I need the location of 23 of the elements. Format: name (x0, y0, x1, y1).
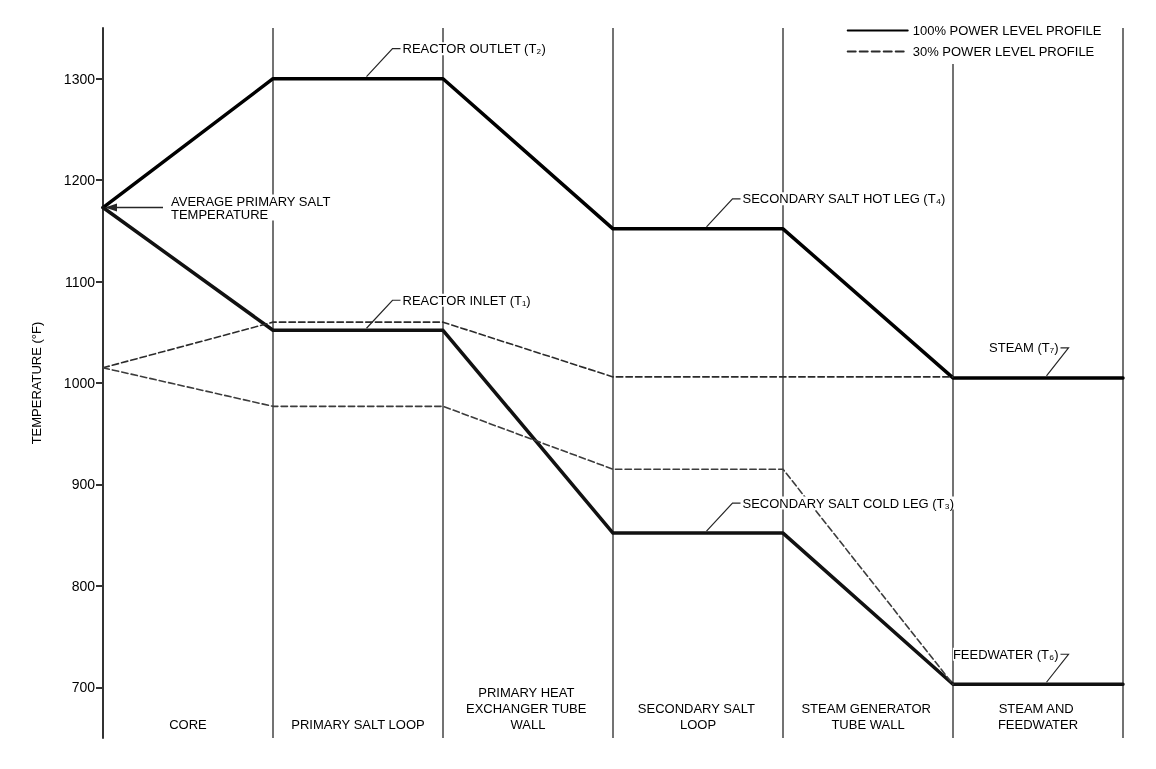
annotation: STEAM (T₇) (989, 340, 1059, 356)
annotation: REACTOR OUTLET (T₂) (402, 41, 546, 57)
y-tick-label: 800 (71, 577, 96, 594)
annotation: PRIMARY SALT LOOP (291, 716, 425, 732)
y-tick-label: 1000 (63, 375, 96, 391)
annotation: SECONDARY SALT COLD LEG (T₃) (742, 495, 955, 511)
annotation: STEAM GENERATOR TUBE WALL (801, 700, 935, 732)
legend-label: 30% POWER LEVEL PROFILE (912, 44, 1095, 59)
y-tick-label: 700 (71, 679, 96, 696)
annotation: FEEDWATER (T₆) (952, 646, 1059, 662)
y-tick-label: 900 (71, 476, 96, 493)
annotation: AVERAGE PRIMARY SALT TEMPERATURE (171, 193, 334, 222)
annotation: PRIMARY HEAT EXCHANGER TUBE WALL (465, 684, 591, 732)
y-tick-label: 1100 (64, 273, 96, 290)
y-tick-label: 1300 (63, 70, 96, 87)
annotation: STEAM AND FEEDWATER (997, 700, 1079, 732)
annotation: CORE (169, 716, 208, 732)
legend-label: 100% POWER LEVEL PROFILE (912, 23, 1102, 38)
annotation: SECONDARY SALT LOOP (637, 700, 759, 732)
annotation: REACTOR INLET (T₁) (402, 292, 531, 308)
y-tick-label: 1200 (63, 172, 96, 189)
y-axis-title: TEMPERATURE (°F) (29, 321, 44, 445)
annotation: SECONDARY SALT HOT LEG (T₄) (742, 191, 946, 207)
